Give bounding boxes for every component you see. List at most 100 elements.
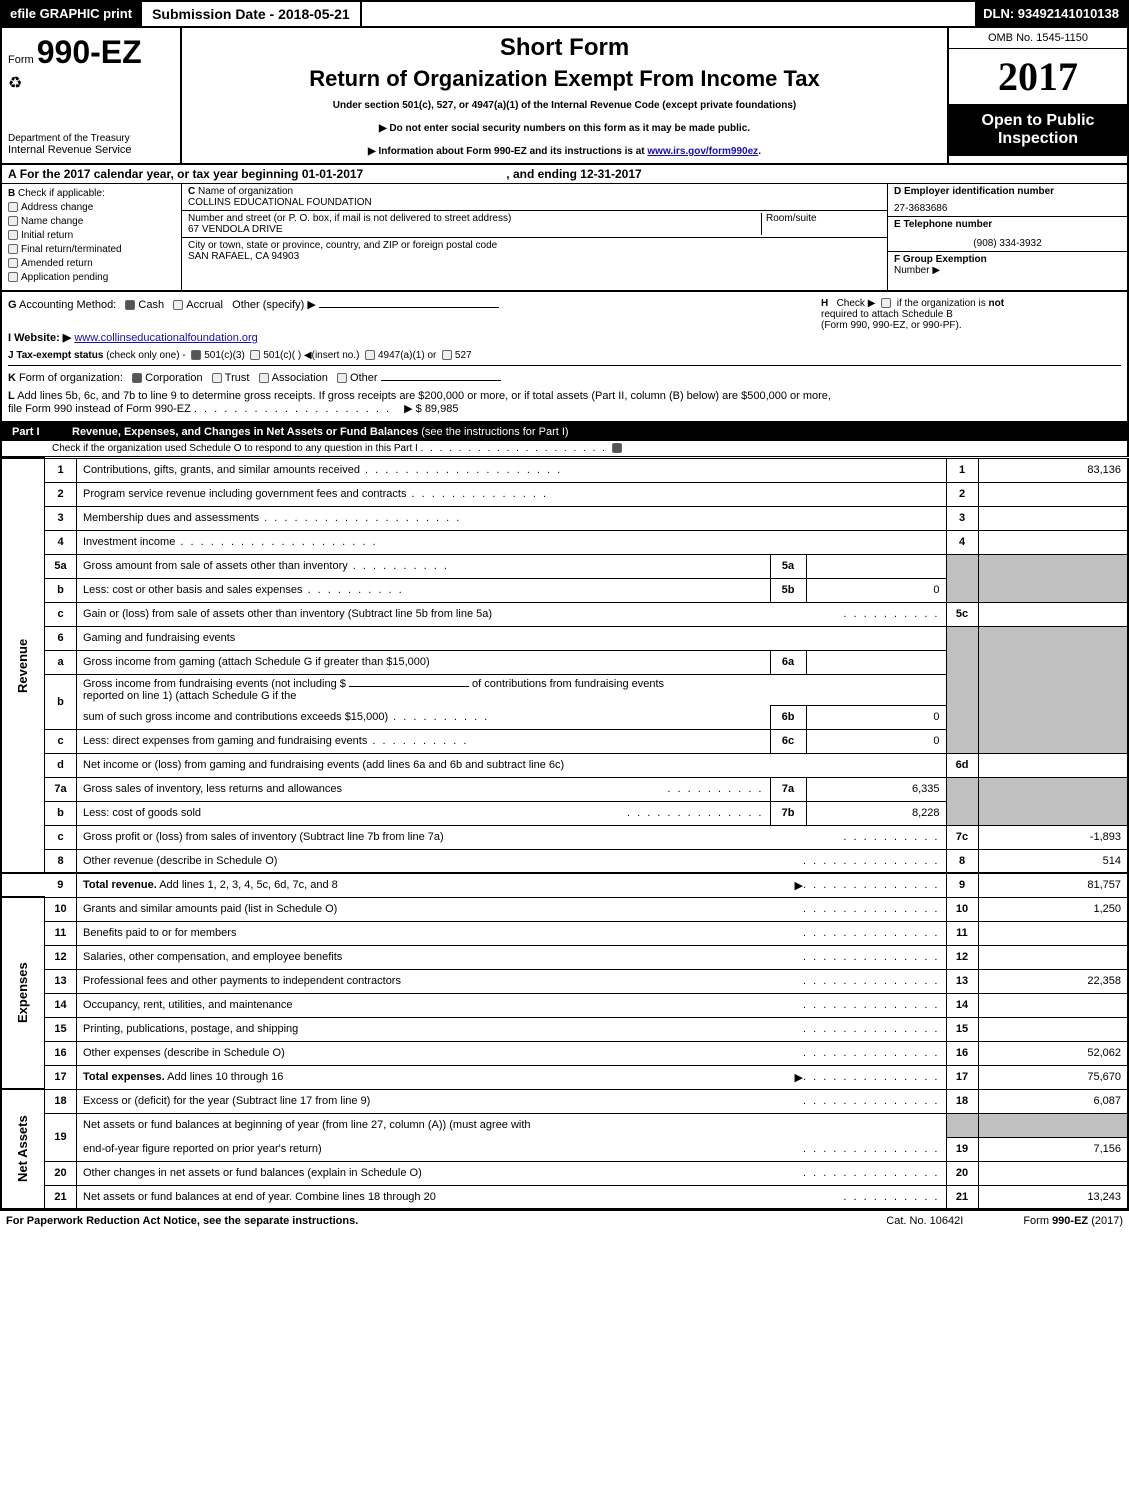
city-label: City or town, state or province, country… [188,240,881,251]
line-21-num: 21 [45,1185,77,1209]
city-value: SAN RAFAEL, CA 94903 [188,251,881,262]
line-21-val: 13,243 [978,1185,1128,1209]
h-block: H Check ▶ if the organization is not req… [821,298,1121,331]
line-14-num: 14 [45,993,77,1017]
dots-icon [367,735,468,747]
k-other-checkbox[interactable] [337,373,347,383]
line-17-desc: Total expenses. [83,1071,165,1083]
final-return-checkbox[interactable] [8,244,18,254]
c-name-label: Name of organization [198,186,293,197]
sched-o-text: Check if the organization used Schedule … [52,443,418,454]
line-6b-blank[interactable] [349,686,469,687]
line-11: 11 Benefits paid to or for members 11 [1,921,1128,945]
g-cash-checkbox[interactable] [125,300,135,310]
line-13-num: 13 [45,969,77,993]
line-18-ln: 18 [946,1089,978,1113]
k-trust-checkbox[interactable] [212,373,222,383]
g-other-input[interactable] [319,307,499,308]
line-3-ln: 3 [946,506,978,530]
line-17-ln: 17 [946,1065,978,1089]
k-corp-checkbox[interactable] [132,373,142,383]
h-checkbox[interactable] [881,298,891,308]
empty-side [1,873,45,897]
addr-change-checkbox[interactable] [8,202,18,212]
amended-return-label: Amended return [21,258,93,269]
line-6c-sn: 6c [770,729,806,753]
sched-o-checkbox[interactable] [612,443,622,453]
form990ez-link[interactable]: www.irs.gov/form990ez [647,146,758,157]
initial-return-checkbox[interactable] [8,230,18,240]
line-6d-ln: 6d [946,753,978,777]
app-pending-checkbox[interactable] [8,272,18,282]
line-9: 9 Total revenue. Add lines 1, 2, 3, 4, 5… [1,873,1128,897]
j-527-checkbox[interactable] [442,350,452,360]
k-label: K [8,372,16,384]
k-other-input[interactable] [381,380,501,381]
line-6b-sv: 0 [806,705,946,729]
line-5a-desc: Gross amount from sale of assets other t… [83,560,348,572]
line-20-ln: 20 [946,1161,978,1185]
dots-icon [348,560,449,572]
header-mid: Short Form Return of Organization Exempt… [182,28,947,163]
shade-cell [978,626,1128,753]
website-link[interactable]: www.collinseducationalfoundation.org [74,332,257,344]
line-7b-num: b [45,801,77,825]
line-18-num: 18 [45,1089,77,1113]
k-assoc-checkbox[interactable] [259,373,269,383]
j-4947-checkbox[interactable] [365,350,375,360]
dots-icon [843,608,939,620]
dots-icon [843,1191,939,1203]
sched-dots [421,443,607,454]
line-12-val [978,945,1128,969]
line-15-desc: Printing, publications, postage, and shi… [83,1023,298,1035]
l-label: L [8,390,15,402]
tax-year: 2017 [949,49,1127,104]
line-13-val: 22,358 [978,969,1128,993]
line-12: 12 Salaries, other compensation, and emp… [1,945,1128,969]
line-6c-sv: 0 [806,729,946,753]
dots-icon [175,536,377,548]
form-number: 990-EZ [37,34,142,70]
h-text3: required to attach Schedule B [821,309,953,320]
line-19-ln: 19 [946,1137,978,1161]
dots-icon [360,464,562,476]
line-6b-sn: 6b [770,705,806,729]
expenses-side-label: Expenses [1,897,45,1089]
line-18-desc: Excess or (deficit) for the year (Subtra… [83,1095,370,1107]
line-14-ln: 14 [946,993,978,1017]
line-16-val: 52,062 [978,1041,1128,1065]
efile-print-button[interactable]: efile GRAPHIC print [2,2,140,26]
name-change-checkbox[interactable] [8,216,18,226]
b-label: B [8,188,15,199]
line-14-desc: Occupancy, rent, utilities, and maintena… [83,999,293,1011]
h-check-text: Check ▶ [837,298,876,309]
line-10-desc: Grants and similar amounts paid (list in… [83,903,337,915]
recycle-icon: ♻ [8,73,174,93]
j-501c3-checkbox[interactable] [191,350,201,360]
amended-return-checkbox[interactable] [8,258,18,268]
footer-form-pre: Form [1023,1215,1052,1227]
line-7c-num: c [45,825,77,849]
d-ein-label: D Employer identification number [894,186,1054,197]
h-text2: if the organization is [897,298,986,309]
line-7c-ln: 7c [946,825,978,849]
line-16-num: 16 [45,1041,77,1065]
line-7a-sv: 6,335 [806,777,946,801]
dots-icon [667,783,763,795]
line-11-desc: Benefits paid to or for members [83,927,236,939]
line-3-val [978,506,1128,530]
j-501c-checkbox[interactable] [250,350,260,360]
g-label: G [8,299,17,311]
line-5c: c Gain or (loss) from sale of assets oth… [1,602,1128,626]
ghijkl-block: H Check ▶ if the organization is not req… [0,291,1129,423]
g-accrual-checkbox[interactable] [173,300,183,310]
line-10-val: 1,250 [978,897,1128,921]
line-11-num: 11 [45,921,77,945]
line-7c-desc: Gross profit or (loss) from sales of inv… [83,831,444,843]
part1-title: Revenue, Expenses, and Changes in Net As… [72,426,1117,438]
line-7c: c Gross profit or (loss) from sales of i… [1,825,1128,849]
dots-icon [803,903,940,915]
org-name: COLLINS EDUCATIONAL FOUNDATION [188,197,881,208]
line-11-ln: 11 [946,921,978,945]
line-10-ln: 10 [946,897,978,921]
